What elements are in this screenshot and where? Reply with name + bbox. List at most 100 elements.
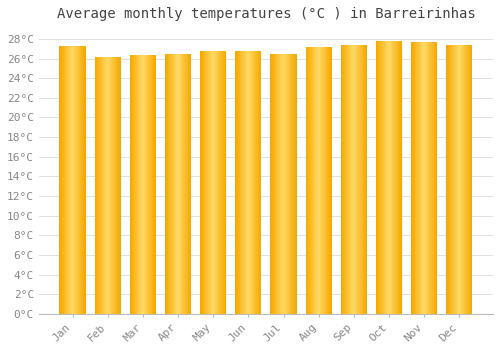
Bar (340, 45, 342, 314)
Bar (282, 54, 284, 314)
Bar (185, 54, 186, 314)
Bar (272, 54, 273, 314)
Bar (467, 45, 468, 314)
Bar (279, 54, 280, 314)
Bar (422, 42, 424, 314)
Bar (176, 54, 177, 314)
Bar (210, 51, 212, 314)
Bar (364, 45, 365, 314)
Bar (281, 54, 282, 314)
Bar (464, 45, 466, 314)
Bar (118, 57, 119, 314)
Bar (144, 55, 146, 314)
Bar (173, 54, 174, 314)
Bar (462, 45, 463, 314)
Bar (388, 41, 389, 314)
Bar (146, 55, 148, 314)
Bar (97, 57, 98, 314)
Bar (246, 51, 248, 314)
Bar (258, 51, 259, 314)
Bar (249, 51, 250, 314)
Bar (178, 54, 179, 314)
Bar (309, 47, 310, 314)
Bar (312, 47, 314, 314)
Bar (134, 55, 135, 314)
Bar (389, 41, 390, 314)
Bar (448, 45, 449, 314)
Bar (250, 51, 251, 314)
Bar (434, 42, 436, 314)
Bar (347, 45, 348, 314)
Bar (141, 55, 142, 314)
Bar (170, 54, 171, 314)
Bar (243, 51, 244, 314)
Bar (346, 45, 347, 314)
Bar (416, 42, 417, 314)
Bar (417, 42, 418, 314)
Bar (106, 57, 107, 314)
Bar (72, 46, 74, 314)
Bar (280, 54, 281, 314)
Bar (344, 45, 345, 314)
Bar (330, 47, 331, 314)
Bar (425, 42, 426, 314)
Bar (149, 55, 150, 314)
Bar (360, 45, 361, 314)
Bar (98, 57, 99, 314)
Bar (401, 41, 402, 314)
Bar (397, 41, 398, 314)
Bar (218, 51, 220, 314)
Bar (376, 41, 377, 314)
Bar (286, 54, 287, 314)
Bar (323, 47, 324, 314)
Bar (310, 47, 311, 314)
Bar (190, 54, 191, 314)
Bar (352, 45, 353, 314)
Bar (238, 51, 239, 314)
Bar (365, 45, 366, 314)
Bar (66, 46, 68, 314)
Bar (356, 45, 358, 314)
Bar (314, 47, 315, 314)
Bar (71, 46, 72, 314)
Bar (353, 45, 354, 314)
Bar (383, 41, 384, 314)
Bar (469, 45, 470, 314)
Bar (390, 41, 392, 314)
Bar (384, 41, 386, 314)
Bar (317, 47, 318, 314)
Bar (274, 54, 275, 314)
Bar (432, 42, 433, 314)
Bar (112, 57, 113, 314)
Bar (136, 55, 137, 314)
Bar (453, 45, 454, 314)
Bar (452, 45, 453, 314)
Bar (166, 54, 168, 314)
Bar (420, 42, 422, 314)
Bar (152, 55, 154, 314)
Bar (329, 47, 330, 314)
Bar (276, 54, 278, 314)
Bar (285, 54, 286, 314)
Bar (376, 41, 378, 314)
Bar (107, 57, 108, 314)
Bar (186, 54, 187, 314)
Bar (213, 51, 214, 314)
Bar (295, 54, 296, 314)
Bar (113, 57, 114, 314)
Bar (315, 47, 316, 314)
Bar (60, 46, 62, 314)
Bar (214, 51, 215, 314)
Bar (136, 55, 138, 314)
Bar (188, 54, 190, 314)
Bar (446, 45, 447, 314)
Bar (77, 46, 78, 314)
Bar (358, 45, 359, 314)
Bar (331, 47, 332, 314)
Bar (411, 42, 412, 314)
Bar (398, 41, 400, 314)
Bar (252, 51, 254, 314)
Bar (345, 45, 346, 314)
Bar (142, 55, 143, 314)
Bar (63, 46, 64, 314)
